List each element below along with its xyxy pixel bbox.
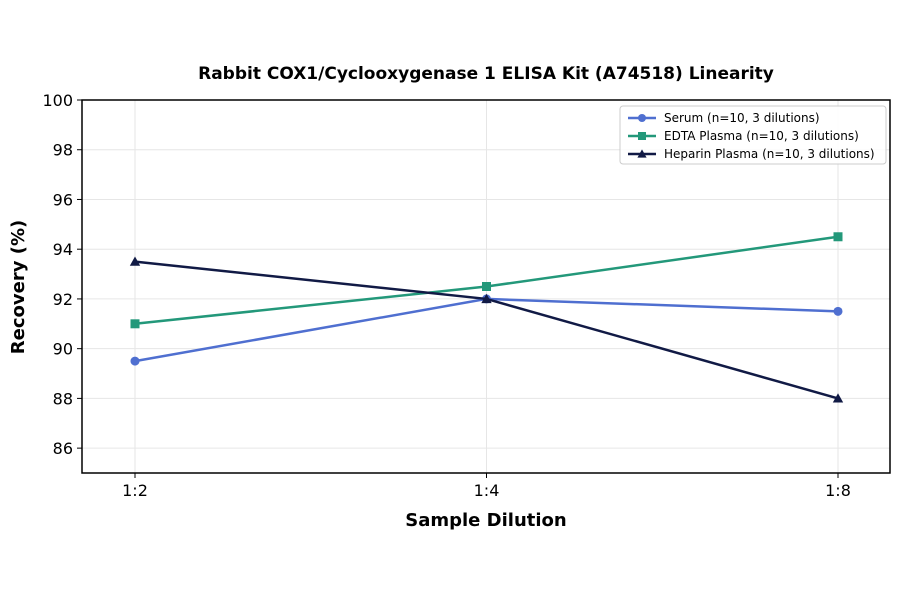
axis-ticks: 86 88 90 92 94 96 98 100 1:2 1:4 1:8	[42, 91, 850, 500]
data-point	[130, 319, 140, 329]
legend-item: EDTA Plasma (n=10, 3 dilutions)	[628, 129, 859, 143]
y-tick-label: 92	[53, 290, 73, 309]
y-axis-label: Recovery (%)	[8, 220, 29, 354]
data-point	[832, 393, 844, 403]
legend-label: EDTA Plasma (n=10, 3 dilutions)	[664, 129, 859, 143]
x-tick-label: 1:4	[474, 481, 500, 500]
legend-item: Serum (n=10, 3 dilutions)	[628, 111, 820, 125]
legend: Serum (n=10, 3 dilutions) EDTA Plasma (n=…	[619, 105, 887, 165]
y-tick-label: 90	[53, 340, 73, 359]
legend-marker	[638, 114, 646, 122]
y-tick-label: 94	[53, 240, 73, 259]
legend-marker	[637, 149, 647, 158]
legend-item: Heparin Plasma (n=10, 3 dilutions)	[628, 147, 875, 161]
legend-box	[619, 105, 887, 165]
y-tick-label: 86	[53, 439, 73, 458]
series-3	[129, 256, 844, 403]
series-layer	[129, 232, 844, 403]
x-axis-label: Sample Dilution	[405, 510, 566, 531]
x-tick-label: 1:2	[122, 481, 148, 500]
x-tick-label: 1:8	[825, 481, 851, 500]
data-point	[833, 232, 843, 242]
legend-label: Heparin Plasma (n=10, 3 dilutions)	[664, 147, 875, 161]
data-point	[481, 293, 492, 304]
data-point	[482, 282, 491, 291]
chart-title: Rabbit COX1/Cyclooxygenase 1 ELISA Kit (…	[198, 64, 774, 84]
legend-marker	[638, 132, 646, 140]
legend-label: Serum (n=10, 3 dilutions)	[664, 111, 820, 125]
data-point	[130, 356, 140, 366]
y-tick-label: 96	[53, 190, 73, 209]
series-2	[130, 232, 843, 329]
data-point	[129, 256, 141, 266]
y-tick-label: 88	[53, 389, 73, 408]
y-tick-label: 100	[42, 91, 73, 110]
data-point	[833, 306, 843, 316]
y-tick-label: 98	[53, 141, 73, 160]
